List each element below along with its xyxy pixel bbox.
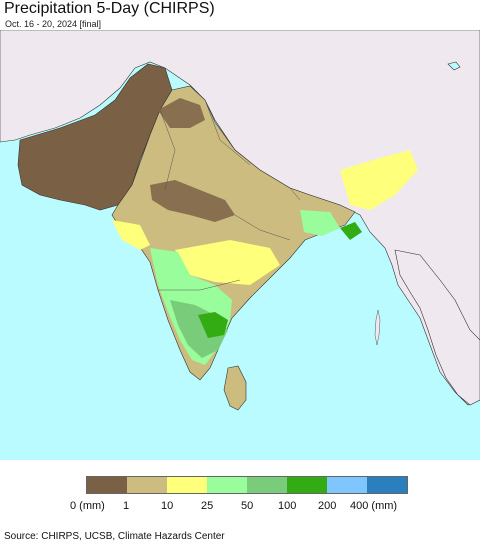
green-band-east [300,210,340,236]
legend-swatch-2 [167,477,207,493]
precipitation-map [0,30,480,460]
lake-outline [447,61,461,71]
legend-label-0: 0 (mm) [70,500,105,512]
legend-label-6: 200 [318,500,337,512]
yellow-band-west-coast [112,220,150,250]
sri-lanka [223,365,247,411]
internal-borders [158,99,301,291]
legend-swatch-1 [127,477,167,493]
yellow-band-northeast [340,150,418,210]
dry-patch-north [158,98,205,128]
map-title: Precipitation 5-Day (CHIRPS) [4,0,215,17]
legend-swatch-5 [287,477,327,493]
legend-swatch-7 [367,477,407,493]
map-date-range: Oct. 16 - 20, 2024 [final] [5,19,102,29]
legend-swatch-0 [87,477,127,493]
legend-label-3: 25 [201,500,214,512]
legend-color-bar [86,476,408,494]
legend-label-4: 50 [241,500,254,512]
yellow-band-central [175,240,280,285]
green-dark-tamilnadu [198,312,228,338]
dry-patch-central [150,180,235,222]
southeast-asia-land [394,249,480,406]
legend-swatch-6 [327,477,367,493]
legend-label-7: 400 (mm) [350,500,398,512]
bangladesh-coast [340,222,362,240]
legend-label-5: 100 [278,500,297,512]
pakistan-dry-region [17,63,173,211]
legend-label-1: 1 [123,500,130,512]
legend-swatch-3 [207,477,247,493]
legend-labels: 0 (mm) 1 10 25 50 100 200 400 (mm) [0,500,480,514]
legend-label-2: 10 [161,500,174,512]
legend-swatch-4 [247,477,287,493]
andaman-islands [374,309,381,346]
source-credit: Source: CHIRPS, UCSB, Climate Hazards Ce… [4,531,225,542]
